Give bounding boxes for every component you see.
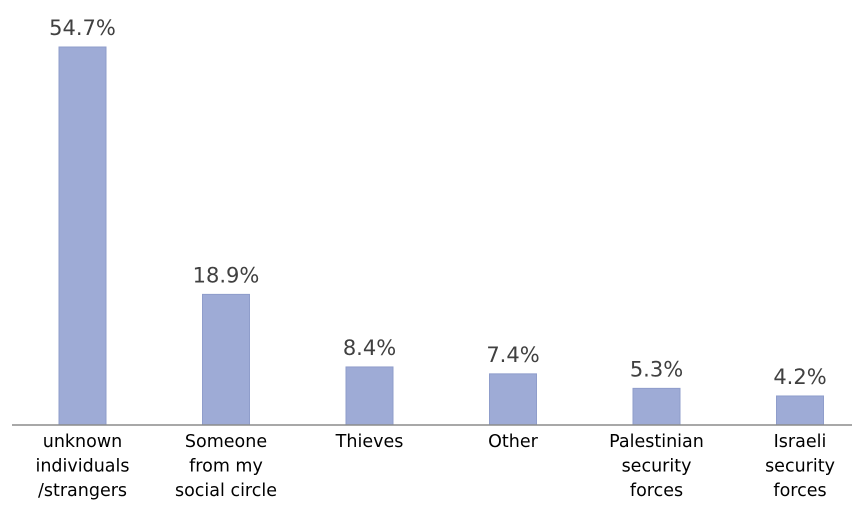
category-label-line: security [765,457,835,477]
category-label-1: unknown individuals/strangers [35,432,129,501]
category-label-line: Thieves [335,432,404,452]
category-label-line: Someone [185,432,267,452]
bar-1 [58,46,107,426]
category-label-line: Israeli [774,432,827,452]
bars-group [58,46,824,426]
category-label-line: Palestinian [609,432,704,452]
category-label-6: Israeli security forces [765,432,835,501]
value-label-3: 8.4% [343,336,396,360]
value-label-6: 4.2% [773,365,826,389]
value-labels-group: 54.7% 18.9% 8.4% 7.4% 5.3% 4.2% [49,16,827,389]
bar-5 [632,387,681,426]
value-label-1: 54.7% [49,16,116,40]
category-label-3: Thieves [335,432,404,452]
category-labels-group: unknown individuals/strangers Someone from … [35,432,834,501]
category-label-4: Other [488,432,538,452]
category-label-line: social circle [175,481,277,501]
value-label-2: 18.9% [193,263,260,287]
category-label-line: forces [630,481,683,501]
category-label-line: from my [189,457,263,477]
bar-6 [776,395,824,426]
bar-3 [345,366,394,426]
category-label-5: Palestinian security forces [609,432,704,501]
category-label-line: individuals [35,457,129,477]
category-label-line: unknown [43,432,123,452]
category-label-line: Other [488,432,538,452]
value-label-5: 5.3% [630,357,683,381]
category-label-2: Someone from my social circle [175,432,277,501]
bar-2 [202,293,250,426]
category-label-line: forces [773,481,826,501]
category-label-line: security [622,457,692,477]
category-label-line: /strangers [38,481,127,501]
value-label-4: 7.4% [486,343,539,367]
bar-4 [489,373,537,426]
